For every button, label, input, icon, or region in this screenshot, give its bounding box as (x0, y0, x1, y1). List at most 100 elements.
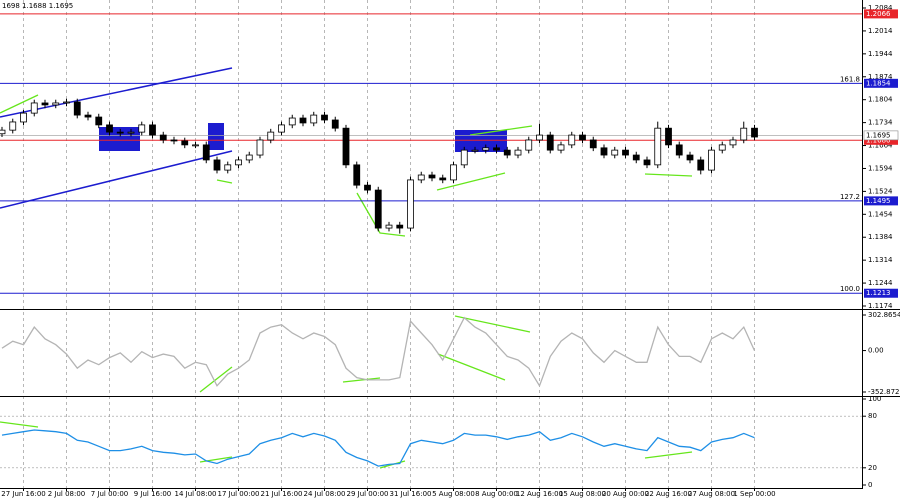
divergence-line (644, 173, 693, 177)
indicator-line (1, 429, 755, 467)
x-tick-label: 20 Aug 00:00 (602, 490, 649, 498)
candle-body (665, 127, 672, 146)
candle-body (73, 101, 81, 116)
y-tick-label: 1.1944 (868, 50, 893, 58)
candle-body (579, 134, 586, 141)
candle-body (632, 154, 640, 161)
x-tick-label: 15 Aug 08:00 (559, 490, 606, 498)
x-tick-label: 27 Jun 16:00 (1, 490, 45, 498)
x-tick-label: 17 Jul 00:00 (218, 490, 260, 498)
candle-body (751, 127, 758, 138)
candle-body (385, 224, 393, 229)
x-tick-label: 24 Jul 08:00 (304, 490, 346, 498)
x-tick-label: 1 Sep 00:00 (733, 490, 775, 498)
candle-body (52, 102, 60, 106)
divergence-line (216, 179, 233, 184)
candle-body (364, 184, 371, 191)
candle-body (600, 147, 608, 156)
candle-body (740, 127, 748, 141)
candle-body (170, 139, 178, 142)
candle-body (20, 112, 27, 123)
price-tag-label: 1.1854 (866, 79, 891, 87)
candle-body (149, 124, 156, 136)
candle-body (622, 149, 629, 156)
price-tag (864, 9, 898, 19)
y-tick-label: 1.1314 (868, 256, 893, 264)
candle-body (589, 139, 597, 149)
candle-body (708, 149, 715, 171)
candle-body (192, 144, 199, 147)
candle-body (471, 149, 479, 152)
candle-body (396, 224, 404, 229)
candle-body (525, 139, 533, 151)
y-tick-label: 1.1734 (868, 119, 893, 127)
y-tick-label: 100 (868, 395, 881, 403)
candle-body (686, 154, 694, 161)
candle-body (407, 179, 414, 229)
candle-body (41, 102, 49, 106)
candle-body (245, 154, 253, 161)
candle-body (84, 114, 92, 118)
candle-body (482, 147, 490, 151)
divergence-line (454, 315, 531, 333)
candle-body (428, 174, 436, 179)
candle-body (138, 124, 146, 133)
candle-body (116, 131, 124, 134)
price-tag (864, 78, 898, 88)
candle-body (568, 134, 576, 146)
y-tick-label: 1.1804 (868, 96, 893, 104)
candle-body (611, 149, 619, 156)
bid-tag (863, 130, 899, 141)
candle-body (256, 139, 264, 156)
candle-body (503, 149, 511, 156)
candle-body (536, 134, 543, 141)
divergence-line (644, 451, 693, 459)
y-tick-label: 1.1664 (868, 142, 893, 150)
channel-line (0, 150, 233, 209)
candle-body (0, 129, 6, 135)
candle-body (310, 114, 318, 124)
price-tag (864, 196, 898, 206)
price-tag-label: 1.2066 (866, 10, 891, 18)
bid-label: 1.1695 (866, 131, 891, 139)
candle-body (202, 144, 210, 161)
candle-body (235, 159, 242, 166)
candle-body (127, 131, 135, 134)
x-tick-label: 29 Jul 00:00 (347, 490, 389, 498)
chart-title: 1698 1.1688 1.1695 (2, 2, 73, 10)
candle-body (321, 114, 328, 121)
x-tick-label: 5 Aug 08:00 (432, 490, 475, 498)
candle-body (278, 124, 285, 133)
divergence-line (356, 192, 406, 237)
y-tick-label: 1.1454 (868, 210, 893, 218)
candle-body (654, 127, 662, 166)
candle-body (106, 124, 113, 133)
x-tick-label: 22 Aug 16:00 (645, 490, 692, 498)
y-tick-label: 1.1244 (868, 279, 893, 287)
candle-body (331, 119, 339, 129)
candle-body (342, 127, 350, 166)
candle-body (729, 139, 737, 146)
x-tick-label: 27 Aug 08:00 (688, 490, 735, 498)
divergence-line (0, 94, 39, 114)
x-tick-label: 8 Aug 00:00 (475, 490, 518, 498)
candle-body (643, 159, 651, 166)
candle-body (267, 131, 275, 141)
candle-body (718, 144, 726, 151)
candle-body (450, 164, 457, 181)
divergence-line (199, 456, 233, 463)
x-tick-label: 31 Jul 16:00 (390, 490, 432, 498)
y-tick-label: 302.8654 (868, 311, 900, 319)
candle-body (95, 116, 103, 126)
candle-body (493, 147, 500, 151)
y-tick-label: 1.1384 (868, 233, 893, 241)
candle-body (353, 164, 361, 186)
indicator-line (1, 316, 756, 388)
divergence-line (199, 366, 233, 393)
divergence-line (436, 172, 506, 191)
price-tag-label: 1.1495 (866, 197, 891, 205)
x-tick-label: 12 Aug 16:00 (516, 490, 563, 498)
channel-line (0, 67, 233, 118)
y-tick-label: 1.1524 (868, 187, 893, 195)
y-tick-label: 80 (868, 412, 877, 420)
